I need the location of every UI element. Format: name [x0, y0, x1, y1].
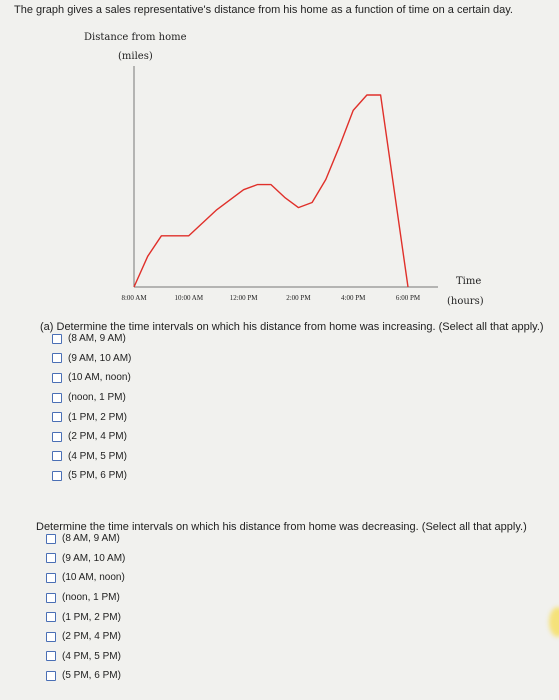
option-label: (10 AM, noon)	[68, 372, 131, 384]
option-label: (8 AM, 9 AM)	[62, 533, 120, 545]
checkbox[interactable]	[46, 533, 56, 544]
part-a-prompt: (a) Determine the time intervals on whic…	[40, 321, 544, 333]
x-tick-labels: 8:00 AM 10:00 AM 12:00 PM 2:00 PM 4:00 PM 6:0…	[121, 294, 420, 302]
option-label: (1 PM, 2 PM)	[62, 611, 121, 623]
option-label: (noon, 1 PM)	[68, 392, 126, 404]
part-a-option-4[interactable]: (noon, 1 PM)	[52, 388, 131, 408]
checkbox[interactable]	[52, 353, 62, 364]
checkbox[interactable]	[46, 592, 56, 603]
y-axis-unit: (miles)	[118, 51, 153, 62]
distance-time-graph: Distance from home (miles) 8:00 AM 10:00 …	[84, 32, 484, 307]
part-a-option-8[interactable]: (5 PM, 6 PM)	[52, 466, 131, 486]
part-b-option-5[interactable]: (1 PM, 2 PM)	[46, 607, 125, 627]
option-label: (5 PM, 6 PM)	[68, 470, 127, 482]
part-b-option-6[interactable]: (2 PM, 4 PM)	[46, 627, 125, 647]
option-label: (2 PM, 4 PM)	[62, 631, 121, 643]
part-b-option-3[interactable]: (10 AM, noon)	[46, 568, 125, 588]
checkbox[interactable]	[52, 333, 62, 344]
checkbox[interactable]	[52, 372, 62, 383]
checkbox[interactable]	[46, 553, 56, 564]
intro-text: The graph gives a sales representative's…	[14, 4, 513, 16]
option-label: (5 PM, 6 PM)	[62, 670, 121, 682]
x-tick-label: 2:00 PM	[286, 294, 311, 302]
x-tick-label: 12:00 PM	[230, 294, 259, 302]
option-label: (4 PM, 5 PM)	[62, 650, 121, 662]
checkbox[interactable]	[52, 451, 62, 462]
part-a-option-7[interactable]: (4 PM, 5 PM)	[52, 447, 131, 467]
x-tick-label: 10:00 AM	[175, 294, 204, 302]
part-b-options: (8 AM, 9 AM) (9 AM, 10 AM) (10 AM, noon)…	[46, 529, 125, 686]
option-label: (10 AM, noon)	[62, 572, 125, 584]
part-b-option-8[interactable]: (5 PM, 6 PM)	[46, 666, 125, 686]
part-b-prompt: Determine the time intervals on which hi…	[36, 521, 527, 533]
option-label: (2 PM, 4 PM)	[68, 431, 127, 443]
part-a-option-6[interactable]: (2 PM, 4 PM)	[52, 427, 131, 447]
checkbox[interactable]	[46, 612, 56, 623]
option-label: (noon, 1 PM)	[62, 592, 120, 604]
part-b-option-4[interactable]: (noon, 1 PM)	[46, 588, 125, 608]
x-tick-label: 8:00 AM	[121, 294, 147, 302]
y-axis-label: Distance from home	[84, 32, 187, 43]
checkbox[interactable]	[46, 631, 56, 642]
option-label: (4 PM, 5 PM)	[68, 450, 127, 462]
checkbox[interactable]	[52, 431, 62, 442]
part-a-options: (8 AM, 9 AM) (9 AM, 10 AM) (10 AM, noon)…	[52, 329, 131, 486]
part-b-option-2[interactable]: (9 AM, 10 AM)	[46, 549, 125, 569]
distance-curve	[133, 94, 409, 288]
checkbox[interactable]	[52, 470, 62, 481]
part-a-option-2[interactable]: (9 AM, 10 AM)	[52, 349, 131, 369]
checkbox[interactable]	[46, 670, 56, 681]
decorative-yellow-spot	[549, 607, 559, 637]
option-label: (8 AM, 9 AM)	[68, 333, 126, 345]
checkbox[interactable]	[46, 651, 56, 662]
x-axis-label: Time	[456, 276, 481, 287]
part-a-option-1[interactable]: (8 AM, 9 AM)	[52, 329, 131, 349]
option-label: (9 AM, 10 AM)	[68, 352, 132, 364]
checkbox[interactable]	[46, 572, 56, 583]
x-tick-label: 4:00 PM	[341, 294, 366, 302]
x-axis-unit: (hours)	[447, 296, 484, 307]
option-label: (1 PM, 2 PM)	[68, 411, 127, 423]
checkbox[interactable]	[52, 412, 62, 423]
x-tick-label: 6:00 PM	[396, 294, 421, 302]
part-a-option-5[interactable]: (1 PM, 2 PM)	[52, 407, 131, 427]
checkbox[interactable]	[52, 392, 62, 403]
option-label: (9 AM, 10 AM)	[62, 552, 126, 564]
part-b-option-7[interactable]: (4 PM, 5 PM)	[46, 647, 125, 667]
part-a-option-3[interactable]: (10 AM, noon)	[52, 368, 131, 388]
part-b-option-1[interactable]: (8 AM, 9 AM)	[46, 529, 125, 549]
